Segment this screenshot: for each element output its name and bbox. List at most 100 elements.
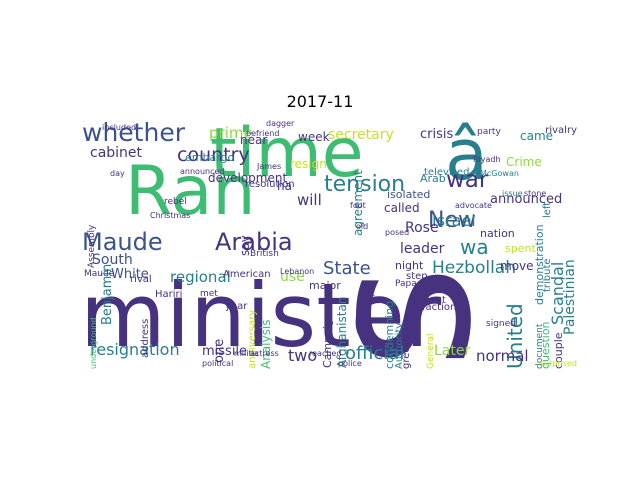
word-rebel: rebel (164, 197, 187, 207)
word-maude: Maude (82, 228, 163, 256)
word-christmas: Christmas (150, 211, 191, 220)
word-met: met (200, 289, 218, 299)
word-stone: stone (524, 189, 547, 198)
word-talk: talk (360, 289, 375, 298)
word-development: development (208, 171, 288, 185)
word-rival: rival (130, 274, 152, 285)
word-normal: normal (476, 347, 529, 365)
word-maude: Maude (84, 269, 115, 279)
word-later: Later (434, 343, 471, 359)
word-mcgowan: McGowan (480, 169, 519, 178)
word-regional: regional (170, 268, 231, 286)
word-old: old (356, 222, 369, 231)
word-year: year (225, 301, 248, 312)
word-televised: televised (424, 167, 470, 178)
word-isolated: isolated (387, 188, 431, 201)
word-south: South (92, 252, 133, 268)
word-party: party (477, 127, 501, 137)
word-faction: faction (422, 302, 457, 313)
word-country: country (177, 144, 250, 166)
word-dagger: dagger (266, 120, 295, 128)
word-day: day (110, 169, 125, 178)
word-came: came (520, 129, 554, 143)
word-palestinian: Palestinian (562, 259, 577, 335)
word-american: American (223, 269, 271, 280)
word-militia: militia (234, 349, 259, 358)
word-james: James (257, 162, 282, 171)
word-rivalry: rivalry (545, 125, 577, 136)
word-announced: announced (490, 192, 563, 207)
word-announced: announced (180, 167, 225, 176)
word-arabia: Arabia (215, 228, 293, 256)
word-arab: Arab (420, 172, 446, 185)
word-crisis: crisis (420, 127, 454, 142)
word-whether: whether (82, 120, 185, 147)
word-assembly: Assembly (87, 224, 97, 268)
word-israel: Israel (432, 211, 476, 230)
word-riyadh: Riyadh (473, 155, 501, 164)
word-posed: posed (385, 228, 410, 237)
word-reached: reached (309, 349, 342, 358)
word-called: called (384, 201, 420, 215)
word-advocate: advocate (455, 201, 492, 210)
word-cloud: minister s Ran time â whether Maude Arabia count… (80, 120, 577, 369)
word-new: New (428, 208, 476, 233)
word-foot: foot (350, 201, 366, 210)
word-analysis: Analysis (259, 319, 273, 369)
word-wa: wa (460, 235, 489, 259)
word-tribute: tribute (542, 258, 553, 292)
word-resign: resign (290, 157, 327, 171)
word-actress: actress (250, 349, 279, 358)
word-major: major (309, 279, 341, 292)
word-befriend: befriend (246, 129, 280, 138)
word-papa: Papa (395, 279, 417, 289)
word-included: included (102, 123, 137, 132)
word-tension: tension (324, 172, 406, 197)
word-resignation: resignation (90, 340, 180, 359)
word-move: move (500, 259, 534, 273)
word-british: British (250, 249, 279, 259)
word-surprised: surprised (539, 359, 577, 368)
word-resolution: resolution (245, 179, 295, 190)
word-step: step (406, 271, 428, 282)
word-prime: prime (209, 124, 253, 142)
word-campaign: Campaign (321, 312, 334, 368)
word-anniversary: anniversary (247, 309, 258, 369)
word-signed: signed (486, 319, 516, 329)
word-week: week (298, 130, 330, 144)
word-official: official (345, 343, 405, 364)
word-hariri: Hariri (155, 289, 183, 300)
word-left: left (542, 201, 553, 218)
word-political: political (202, 359, 234, 368)
word-night: night (395, 259, 424, 272)
word-crime: Crime (506, 155, 542, 169)
word-ran: Ran (125, 152, 256, 231)
word-will: will (297, 191, 322, 209)
word-dissent: dissent (410, 295, 446, 306)
word-war: war (446, 167, 489, 193)
word-leader: leader (400, 241, 445, 257)
word-rose: Rose (405, 220, 439, 236)
word-use: use (280, 269, 305, 285)
word-two: two (288, 346, 318, 365)
word-a: â (445, 120, 488, 196)
chart-title: 2017-11 (286, 92, 354, 111)
word-white: White (111, 267, 149, 282)
word-lebanon: Lebanon (280, 267, 315, 276)
word-time: time (210, 120, 364, 193)
word-state: State (323, 258, 371, 279)
word-nation: nation (480, 227, 515, 240)
word-underground: underground (89, 317, 98, 369)
word-issue: issue (502, 189, 523, 198)
word-secretary: secretary (328, 127, 394, 143)
word-police: police (338, 359, 362, 368)
word-address: address (140, 318, 151, 358)
word-greeted: greeted (401, 330, 412, 369)
word-ha: ha (277, 179, 292, 193)
word-minister: minister (80, 264, 442, 367)
word-hezbollah: Hezbollah (432, 258, 516, 278)
word-general: General (426, 333, 436, 369)
word-near: near (240, 133, 268, 147)
word-cabinet: cabinet (90, 145, 143, 161)
word-spent: spent (505, 242, 536, 255)
